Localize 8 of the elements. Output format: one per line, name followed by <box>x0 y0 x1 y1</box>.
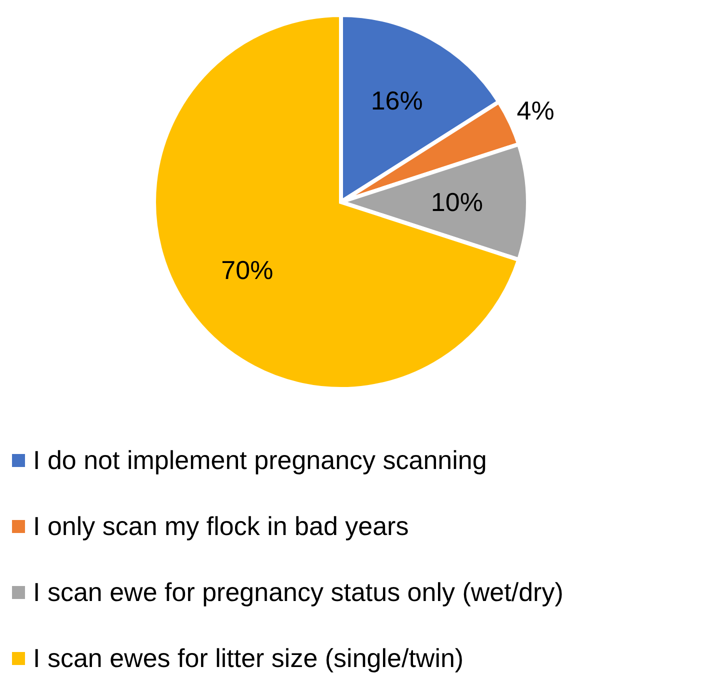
data-label: 4% <box>516 95 554 126</box>
data-label: 16% <box>370 85 423 116</box>
legend-label: I only scan my flock in bad years <box>33 510 409 543</box>
legend-label: I scan ewe for pregnancy status only (wet/dry) <box>33 576 564 609</box>
data-label: 70% <box>221 255 274 286</box>
data-label: 10% <box>430 187 483 217</box>
legend-label: I scan ewes for litter size (single/twin) <box>33 642 464 675</box>
legend-label: I do not implement pregnancy scanning <box>33 444 487 477</box>
